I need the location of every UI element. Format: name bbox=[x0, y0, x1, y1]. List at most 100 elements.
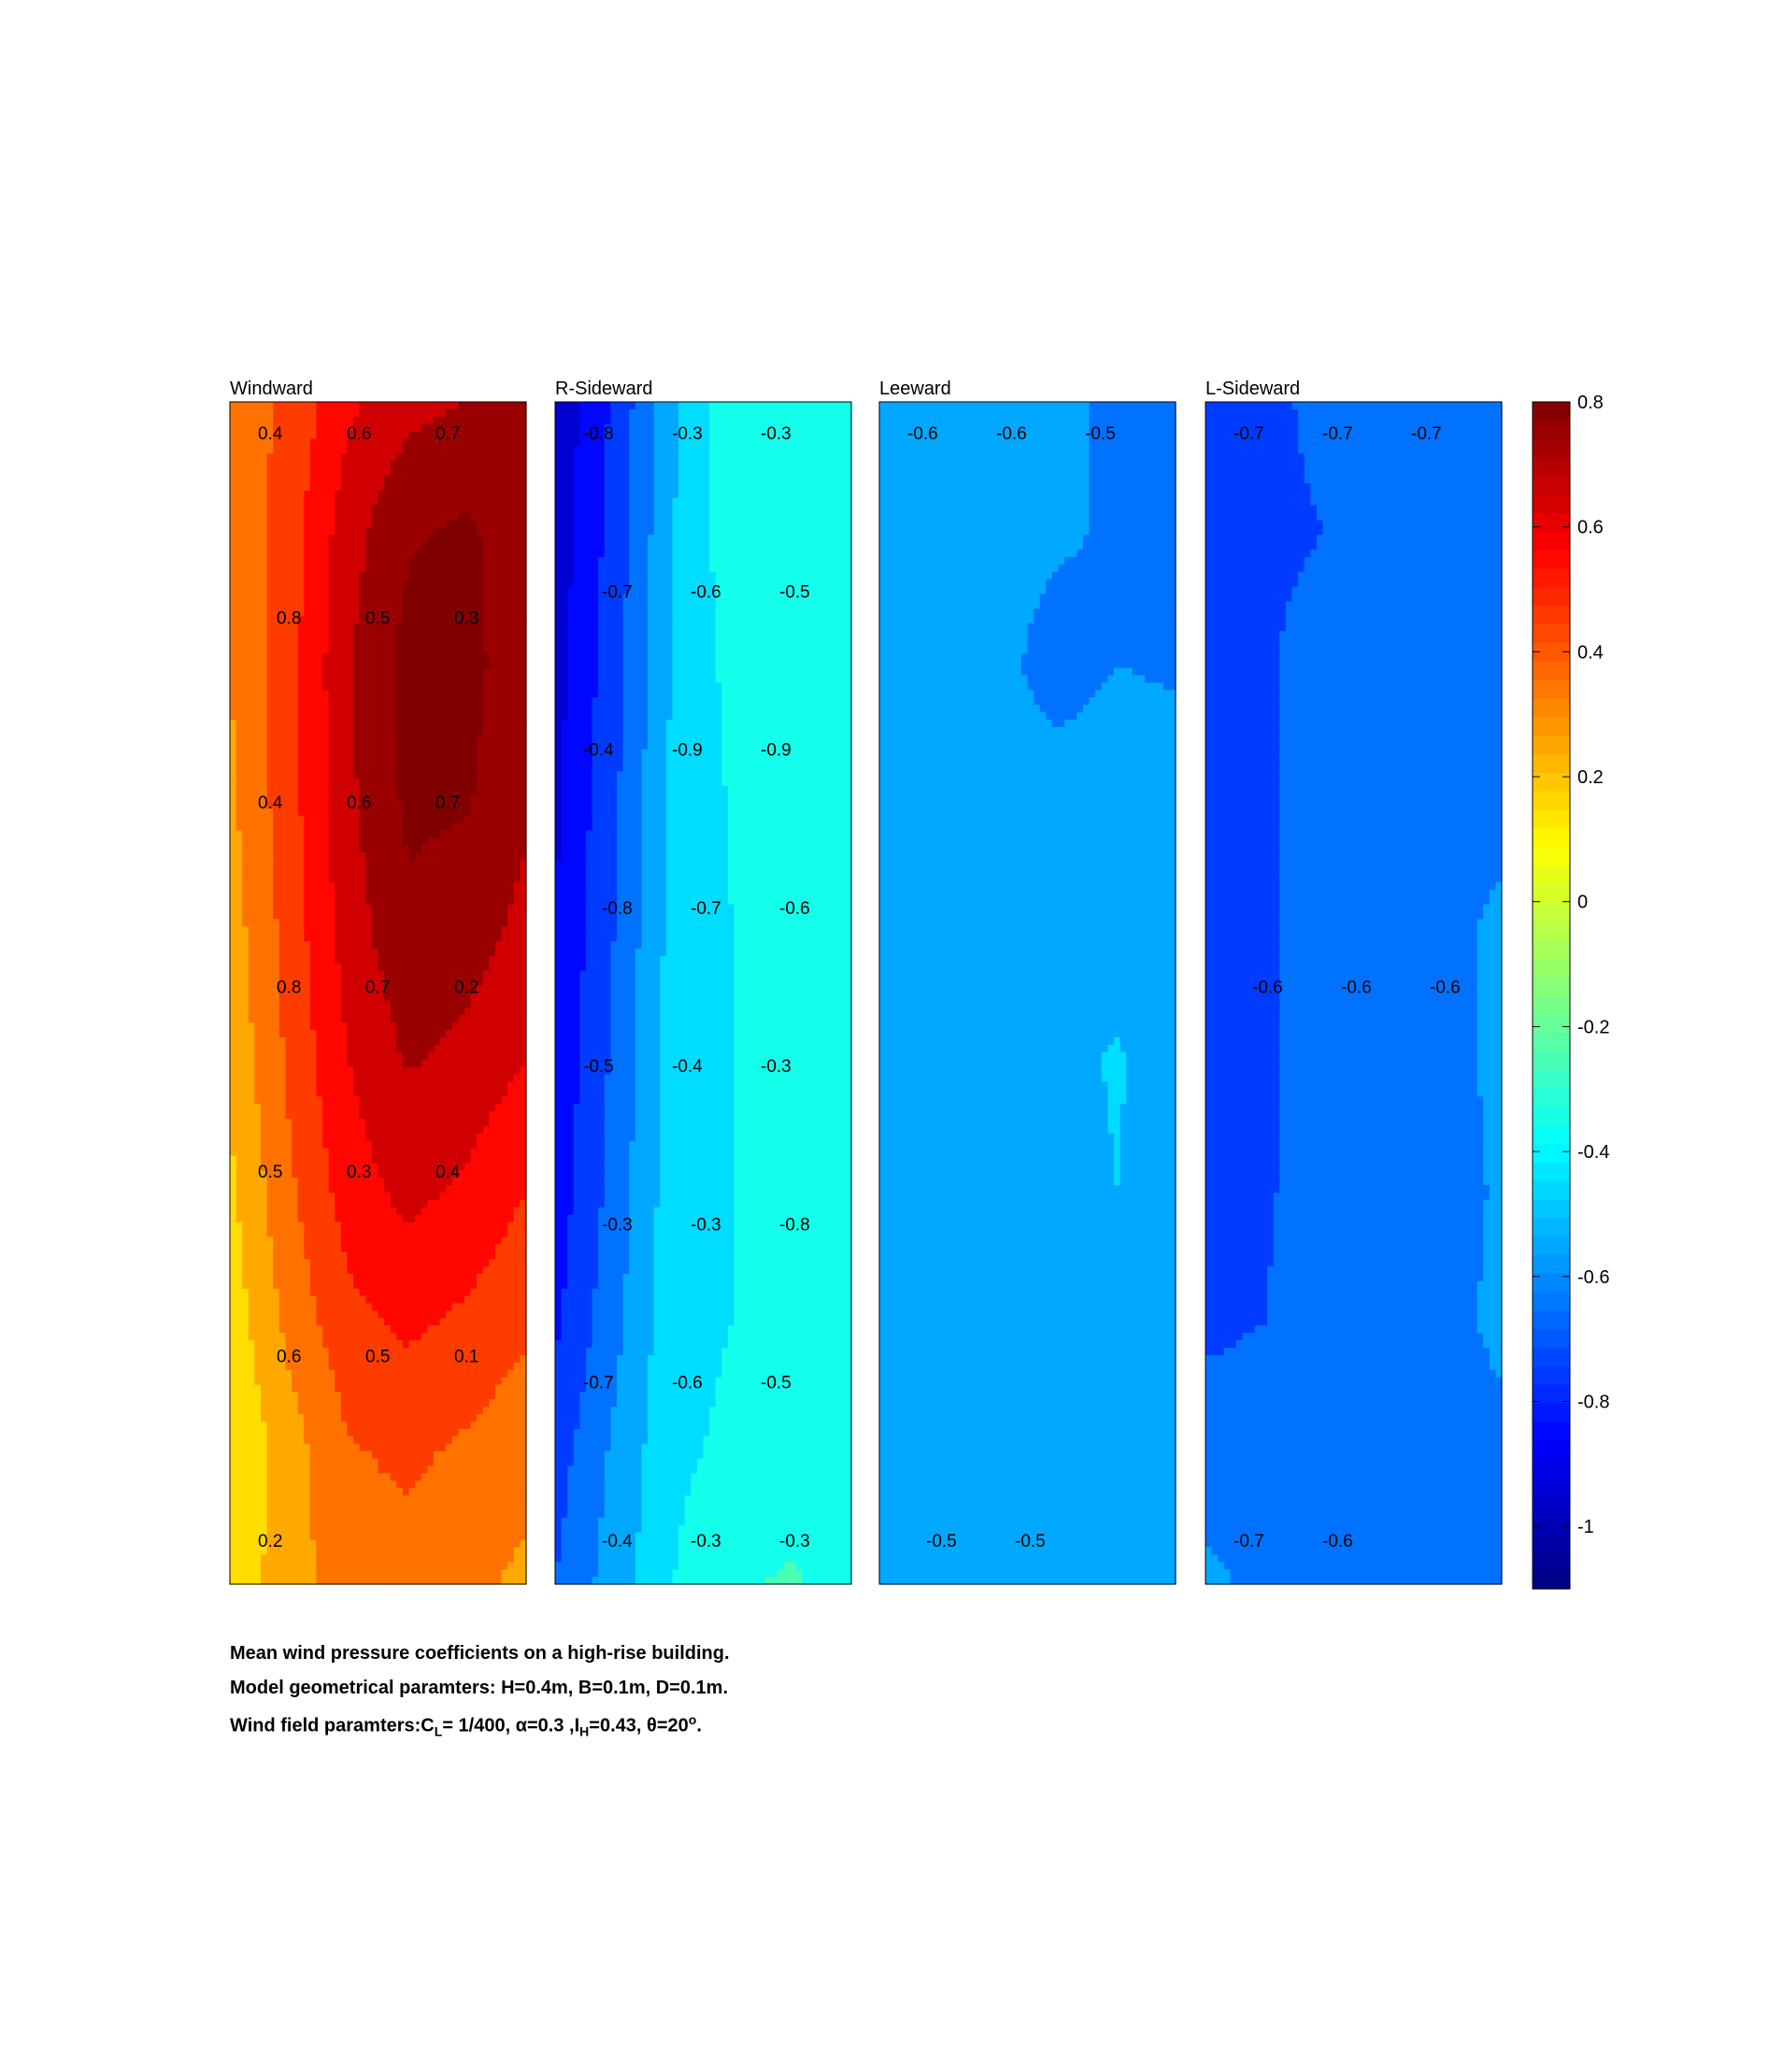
heatmap-cell bbox=[353, 608, 361, 617]
heatmap-cell bbox=[489, 1081, 496, 1090]
heatmap-cell bbox=[384, 586, 392, 595]
heatmap-cell bbox=[489, 660, 496, 669]
heatmap-cell bbox=[353, 623, 361, 632]
heatmap-cell bbox=[248, 822, 256, 832]
heatmap-cell bbox=[470, 557, 478, 565]
heatmap-cell bbox=[513, 579, 521, 588]
heatmap-cell bbox=[235, 616, 243, 624]
heatmap-cell bbox=[513, 660, 521, 669]
heatmap-cell bbox=[359, 697, 366, 706]
heatmap-cell bbox=[292, 919, 299, 927]
heatmap-cell bbox=[235, 712, 243, 721]
heatmap-cell bbox=[292, 970, 299, 979]
heatmap-cell bbox=[396, 542, 404, 550]
heatmap-cell bbox=[248, 970, 256, 979]
heatmap-cell bbox=[513, 638, 521, 647]
heatmap-cell bbox=[477, 793, 484, 802]
heatmap-cell bbox=[507, 453, 515, 462]
heatmap-cell bbox=[340, 934, 349, 942]
heatmap-cell bbox=[292, 749, 299, 758]
heatmap-cell bbox=[285, 764, 292, 772]
heatmap-cell bbox=[451, 771, 459, 779]
heatmap-cell bbox=[335, 1081, 342, 1090]
heatmap-cell bbox=[482, 550, 490, 558]
heatmap-cell bbox=[309, 1000, 318, 1008]
heatmap-cell bbox=[365, 535, 373, 543]
heatmap-cell bbox=[316, 675, 323, 684]
heatmap-cell bbox=[359, 793, 366, 802]
heatmap-cell bbox=[278, 815, 287, 824]
heatmap-cell bbox=[242, 1044, 250, 1053]
heatmap-cell bbox=[278, 593, 287, 603]
heatmap-cell bbox=[470, 904, 478, 913]
heatmap-cell bbox=[304, 623, 311, 632]
heatmap-cell bbox=[309, 408, 318, 418]
heatmap-cell bbox=[322, 461, 330, 469]
heatmap-cell bbox=[297, 719, 305, 728]
heatmap-cell bbox=[439, 978, 447, 987]
heatmap-cell bbox=[396, 867, 404, 876]
heatmap-cell bbox=[439, 1036, 447, 1046]
heatmap-cell bbox=[396, 608, 404, 617]
heatmap-cell bbox=[446, 705, 453, 713]
heatmap-cell bbox=[421, 697, 428, 706]
heatmap-cell bbox=[322, 550, 330, 558]
heatmap-cell bbox=[501, 482, 508, 492]
heatmap-cell bbox=[273, 919, 280, 927]
heatmap-cell bbox=[482, 476, 490, 484]
heatmap-cell bbox=[396, 645, 404, 654]
heatmap-cell bbox=[285, 571, 292, 580]
heatmap-cell bbox=[489, 1155, 496, 1164]
heatmap-cell bbox=[261, 438, 268, 448]
heatmap-cell bbox=[501, 793, 508, 802]
heatmap-cell bbox=[304, 786, 311, 794]
heatmap-cell bbox=[254, 837, 262, 846]
heatmap-cell bbox=[328, 845, 335, 853]
heatmap-cell bbox=[439, 601, 447, 609]
heatmap-cell bbox=[446, 786, 453, 794]
heatmap-cell bbox=[335, 749, 342, 758]
heatmap-cell bbox=[378, 1007, 385, 1016]
heatmap-cell bbox=[365, 476, 373, 484]
heatmap-cell bbox=[446, 941, 453, 950]
heatmap-cell bbox=[278, 423, 287, 433]
heatmap-cell bbox=[359, 800, 366, 809]
heatmap-cell bbox=[316, 867, 323, 876]
heatmap-cell bbox=[408, 993, 416, 1002]
heatmap-cell bbox=[513, 793, 521, 802]
heatmap-cell bbox=[371, 1036, 379, 1046]
heatmap-cell bbox=[458, 779, 465, 787]
heatmap-cell bbox=[482, 1059, 490, 1068]
heatmap-cell bbox=[390, 786, 397, 794]
heatmap-cell bbox=[347, 1125, 354, 1135]
heatmap-cell bbox=[513, 1081, 521, 1090]
heatmap-cell bbox=[439, 423, 447, 433]
heatmap-cell bbox=[464, 408, 472, 418]
heatmap-cell bbox=[378, 1148, 385, 1157]
heatmap-cell bbox=[378, 520, 385, 529]
heatmap-cell bbox=[322, 741, 330, 750]
heatmap-cell bbox=[501, 919, 508, 927]
heatmap-cell bbox=[390, 919, 397, 927]
heatmap-cell bbox=[415, 881, 422, 891]
heatmap-cell bbox=[292, 867, 299, 876]
heatmap-cell bbox=[439, 830, 447, 839]
heatmap-cell bbox=[513, 719, 521, 728]
heatmap-cell bbox=[359, 985, 366, 994]
heatmap-cell bbox=[316, 416, 323, 425]
heatmap-cell bbox=[464, 712, 472, 721]
heatmap-cell bbox=[402, 830, 410, 839]
heatmap-cell bbox=[359, 468, 366, 477]
heatmap-cell bbox=[427, 564, 435, 573]
heatmap-cell bbox=[242, 955, 250, 965]
heatmap-cell bbox=[254, 867, 262, 876]
heatmap-cell bbox=[292, 468, 299, 477]
heatmap-cell bbox=[261, 1125, 268, 1135]
heatmap-cell bbox=[248, 512, 256, 522]
heatmap-cell bbox=[359, 860, 366, 868]
heatmap-cell bbox=[501, 408, 508, 418]
heatmap-cell bbox=[266, 712, 274, 721]
heatmap-cell bbox=[439, 749, 447, 758]
heatmap-cell bbox=[347, 408, 354, 418]
heatmap-cell bbox=[446, 771, 453, 779]
